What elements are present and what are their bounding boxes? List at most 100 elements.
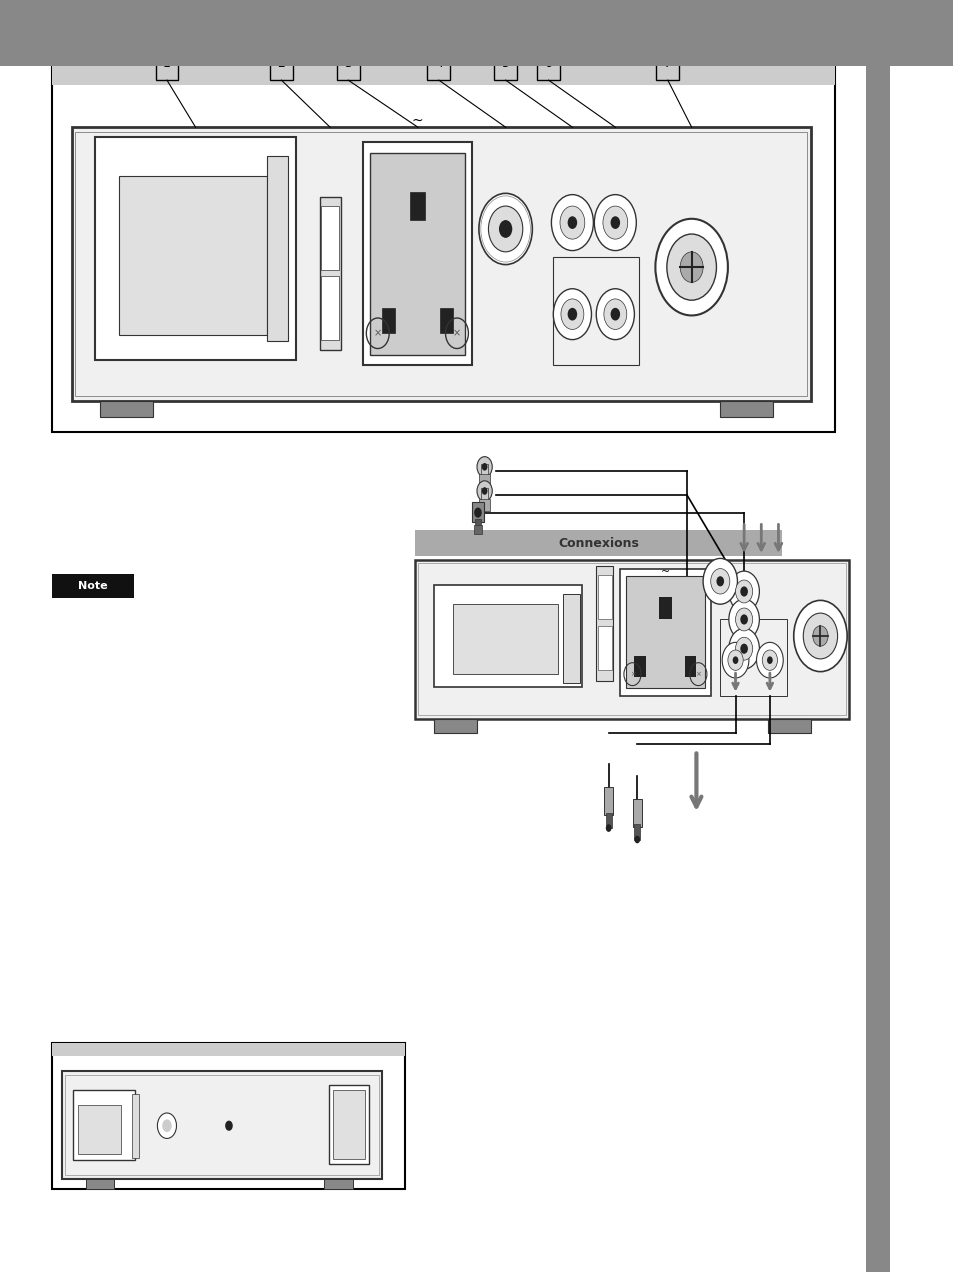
Text: 1: 1 [163,57,171,70]
Circle shape [740,614,747,625]
Bar [267,156,288,341]
Bar [598,575,611,619]
Bar [480,488,488,501]
Bar [767,719,810,733]
Text: Note: Note [78,581,108,590]
Circle shape [474,508,481,518]
Circle shape [594,195,636,251]
Bar [434,719,476,733]
Circle shape [488,206,522,252]
Bar [52,57,834,85]
Circle shape [551,195,593,251]
Text: 5: 5 [501,57,509,70]
Circle shape [225,1121,233,1131]
Circle shape [602,206,627,239]
Circle shape [761,650,777,670]
Bar [658,597,671,619]
Bar [132,1094,139,1158]
Bar [474,525,481,534]
Bar [381,308,395,333]
Bar [95,137,295,360]
Bar [603,787,613,815]
Text: ×: × [374,328,381,338]
Bar [434,585,581,687]
Bar [362,142,472,365]
Bar [632,799,641,827]
Bar [720,401,772,417]
Circle shape [710,569,729,594]
Bar [427,47,450,80]
Circle shape [567,216,577,229]
Bar [52,574,133,598]
Circle shape [567,308,577,321]
Circle shape [716,576,723,586]
Circle shape [812,626,827,646]
Bar [625,576,704,688]
Text: 7: 7 [663,57,671,70]
Text: 4: 4 [435,57,442,70]
Circle shape [721,642,748,678]
Text: ×: × [453,328,460,338]
Circle shape [735,580,752,603]
Circle shape [596,289,634,340]
Bar [656,47,679,80]
Circle shape [728,599,759,640]
Bar [605,813,611,828]
Circle shape [603,299,626,329]
Bar [634,824,639,840]
Circle shape [559,206,584,239]
Bar [684,656,696,677]
Circle shape [666,234,716,300]
Circle shape [478,193,532,265]
Circle shape [728,571,759,612]
Bar [415,530,781,556]
Text: 2: 2 [277,57,285,70]
Bar [478,474,490,487]
Bar [333,1090,365,1159]
Bar [329,1085,369,1164]
Bar [62,1071,381,1179]
Circle shape [702,558,737,604]
Bar [475,519,480,525]
Bar [478,499,490,511]
Bar [417,563,845,715]
Text: Connexions: Connexions [558,537,639,550]
Bar [155,47,178,80]
Text: ~: ~ [660,567,669,577]
Bar [73,1090,135,1160]
Circle shape [679,252,702,282]
Text: ~: ~ [411,113,423,128]
Circle shape [553,289,591,340]
Bar [119,176,267,335]
Bar [75,132,806,396]
Circle shape [481,463,487,471]
Bar [634,656,645,677]
Circle shape [756,642,782,678]
Bar [52,1043,405,1056]
Bar [270,47,293,80]
Circle shape [476,457,492,477]
Text: ×: × [695,672,700,677]
Text: 6: 6 [544,57,552,70]
Bar [598,626,611,670]
Circle shape [610,308,619,321]
Text: 3: 3 [344,57,352,70]
Bar [453,604,558,674]
Bar [71,127,810,401]
Circle shape [766,656,772,664]
Bar [65,1075,378,1175]
Bar [865,66,889,1272]
Bar [321,206,338,271]
Circle shape [802,613,837,659]
Bar [0,0,953,66]
Circle shape [560,299,583,329]
Circle shape [476,481,492,501]
Bar [553,257,639,365]
Circle shape [728,628,759,669]
Bar [321,276,338,340]
Circle shape [655,219,727,315]
Text: ×: × [629,672,635,677]
Bar [596,566,613,681]
Bar [472,502,483,522]
Bar [52,57,834,432]
